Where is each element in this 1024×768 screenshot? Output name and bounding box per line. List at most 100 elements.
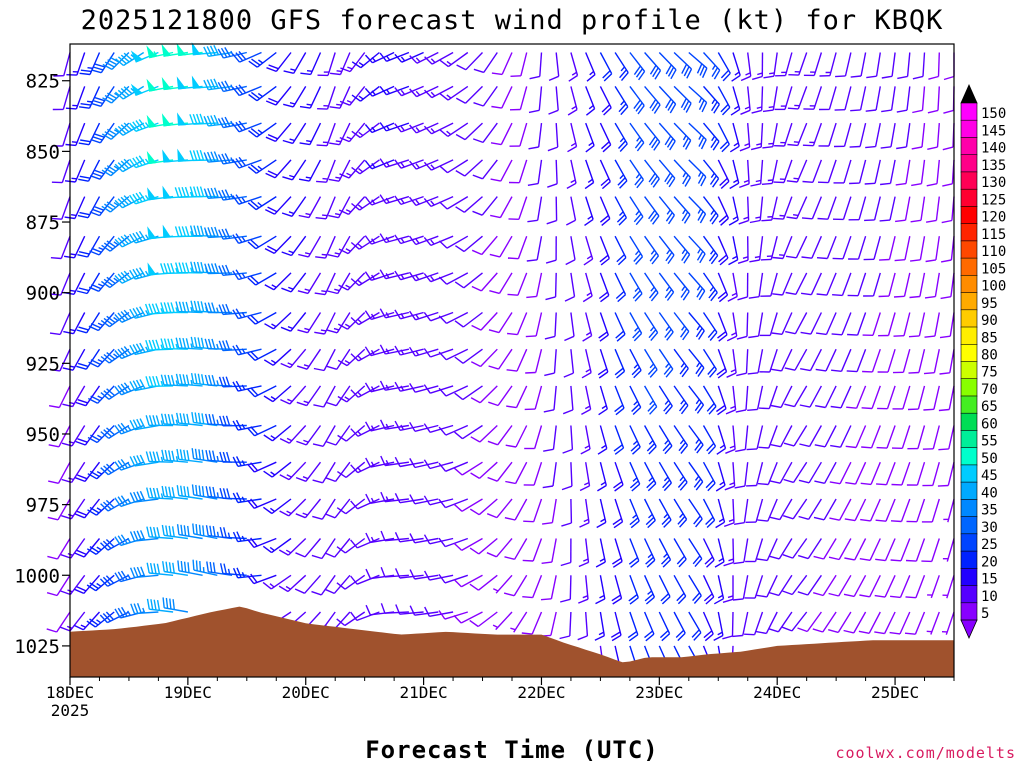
wind-barb (439, 196, 469, 210)
wind-barb (262, 498, 292, 515)
x-tick-label: 22DEC (517, 683, 565, 702)
colorbar-swatch (960, 464, 978, 483)
wind-barb (629, 52, 646, 81)
wind-barb (560, 575, 572, 603)
wind-barb (763, 52, 778, 79)
wind-barb (350, 574, 380, 585)
wind-barb (101, 196, 130, 213)
wind-barb (598, 272, 610, 303)
wind-barb (644, 272, 659, 302)
wind-barb (53, 52, 71, 77)
wind-barb (232, 344, 262, 356)
wind-barb (472, 196, 498, 216)
wind-barb (673, 312, 690, 341)
wind-barb (829, 461, 852, 485)
wind-barb (488, 348, 513, 370)
wind-barb (910, 196, 926, 223)
wind-barb (338, 196, 366, 216)
wind-barb (736, 312, 749, 340)
wind-barb (734, 462, 749, 489)
wind-barb (939, 349, 955, 375)
wind-barb (863, 272, 881, 297)
wind-barb (266, 52, 292, 73)
wind-barb (658, 272, 675, 301)
wind-barb (614, 312, 626, 342)
wind-barb (52, 86, 71, 111)
colorbar-swatch (960, 499, 978, 518)
wind-barb (800, 312, 823, 335)
wind-barb (922, 425, 940, 450)
wind-barb (735, 385, 749, 413)
wind-barb (364, 421, 395, 432)
wind-barb (394, 420, 424, 431)
wind-barb (394, 85, 424, 97)
wind-barb (782, 538, 808, 559)
wind-barb (772, 272, 793, 296)
wind-barb (279, 498, 307, 517)
wind-barb (774, 122, 793, 147)
wind-barb (732, 575, 749, 601)
wind-barb (581, 385, 592, 416)
wind-barb (262, 537, 292, 554)
wind-barb (732, 611, 749, 638)
wind-barb (423, 311, 454, 322)
wind-barb (350, 272, 380, 287)
wind-barb (439, 122, 469, 137)
wind-barb (614, 196, 628, 226)
wind-barb (339, 122, 366, 143)
wind-barb (455, 196, 483, 213)
wind-barb (350, 235, 380, 250)
wind-barb (813, 574, 837, 597)
wind-barb (628, 575, 639, 605)
wind-barb (543, 385, 557, 413)
wind-barb (63, 272, 86, 295)
wind-barb (904, 611, 926, 635)
wind-barb (327, 235, 351, 258)
wind-barb (509, 86, 528, 111)
wind-barb (881, 52, 896, 79)
wind-barb (438, 610, 469, 620)
wind-barb (925, 236, 940, 263)
wind-barb (567, 122, 578, 153)
wind-barb (470, 348, 498, 368)
wind-barb (76, 348, 101, 370)
wind-barb (469, 611, 498, 628)
wind-barb (52, 122, 71, 147)
wind-barb (350, 348, 380, 362)
wind-barb (629, 85, 645, 115)
wind-barb (438, 537, 469, 548)
wind-barb (627, 611, 639, 642)
wind-barb (469, 537, 498, 555)
wind-barb (688, 159, 707, 187)
wind-barb (729, 159, 740, 190)
wind-barb (507, 272, 528, 296)
wind-barb (644, 85, 661, 114)
wind-barb (756, 574, 778, 598)
wind-barb (50, 272, 71, 296)
wind-barb (803, 52, 823, 77)
wind-barb (203, 226, 233, 239)
wind-barb (145, 451, 174, 463)
wind-barb (453, 461, 483, 476)
wind-barb (802, 159, 823, 183)
wind-barb (613, 425, 625, 455)
wind-barb (906, 461, 926, 486)
wind-barb (845, 425, 867, 449)
wind-barb (314, 272, 336, 296)
colorbar-swatch (960, 102, 978, 121)
wind-barb (473, 52, 498, 74)
y-tick-label: 850 (26, 141, 60, 163)
wind-barb (544, 349, 557, 377)
wind-barb (673, 85, 692, 113)
wind-barb (438, 348, 469, 361)
wind-barb (673, 538, 687, 568)
wind-barb (673, 574, 687, 605)
wind-barb (568, 52, 579, 82)
wind-barb (248, 122, 277, 138)
colorbar-swatch (960, 481, 978, 500)
wind-barb (658, 85, 677, 114)
wind-barb (337, 385, 366, 403)
wind-barb (438, 573, 469, 584)
wind-barb (846, 348, 867, 373)
wind-barb (232, 380, 262, 392)
